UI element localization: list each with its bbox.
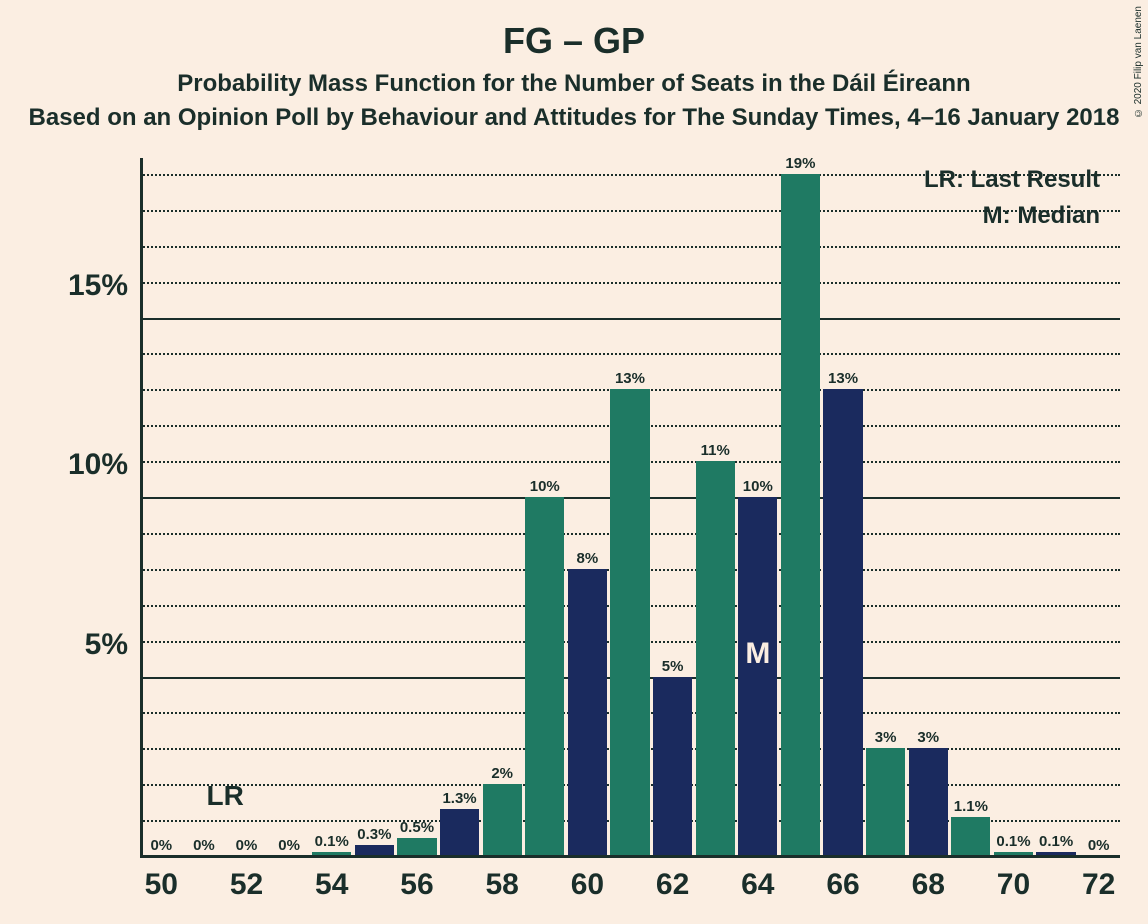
- gridline-minor: [140, 353, 1120, 355]
- gridline-minor: [140, 282, 1120, 284]
- chart-subtitle-1: Probability Mass Function for the Number…: [0, 70, 1148, 98]
- bar-value-label: 3%: [917, 729, 939, 746]
- bar-value-label: 0%: [150, 837, 172, 854]
- legend-m: M: Median: [924, 198, 1100, 234]
- bar-value-label: 0.1%: [315, 833, 349, 850]
- bar-value-label: 2%: [491, 765, 513, 782]
- bar-value-label: 10%: [743, 478, 773, 495]
- bar-value-label: 0%: [193, 837, 215, 854]
- gridline-minor: [140, 210, 1120, 212]
- bar: 11%: [696, 461, 735, 856]
- bar-value-label: 0%: [1088, 837, 1110, 854]
- bar: 1.3%: [440, 809, 479, 856]
- bar-value-label: 0.1%: [996, 833, 1030, 850]
- x-axis-label: 70: [997, 868, 1030, 902]
- median-marker: M: [745, 637, 770, 671]
- bar: 13%: [823, 389, 862, 856]
- bar: 1.1%: [951, 817, 990, 856]
- bar-value-label: 0%: [278, 837, 300, 854]
- chart-title: FG – GP: [0, 20, 1148, 62]
- bar: 2%: [483, 784, 522, 856]
- bar: 8%: [568, 569, 607, 856]
- copyright-text: © 2020 Filip van Laenen: [1133, 6, 1144, 118]
- legend-lr: LR: Last Result: [924, 162, 1100, 198]
- x-axis-label: 72: [1082, 868, 1115, 902]
- x-axis-label: 62: [656, 868, 689, 902]
- x-axis-label: 56: [400, 868, 433, 902]
- bar-value-label: 0.5%: [400, 819, 434, 836]
- bar-value-label: 13%: [615, 370, 645, 387]
- legend: LR: Last Result M: Median: [924, 162, 1100, 234]
- lr-marker: LR: [207, 780, 244, 812]
- bar: 0.5%: [397, 838, 436, 856]
- bar-value-label: 0.3%: [357, 826, 391, 843]
- bar-value-label: 11%: [701, 442, 730, 459]
- bar-value-label: 19%: [785, 155, 815, 172]
- x-axis-label: 50: [145, 868, 178, 902]
- bar: 10%: [525, 497, 564, 856]
- gridline-minor: [140, 246, 1120, 248]
- x-axis-label: 68: [912, 868, 945, 902]
- bar-value-label: 1.3%: [442, 790, 476, 807]
- bar-value-label: 1.1%: [954, 798, 988, 815]
- bar: 10%: [738, 497, 777, 856]
- chart-area: LR: Last Result M: Median 5% 10% 15% 50 52 54…: [0, 158, 1148, 924]
- x-axis-label: 60: [571, 868, 604, 902]
- bar-value-label: 3%: [875, 729, 897, 746]
- gridline-major: [140, 318, 1120, 320]
- x-axis-label: 54: [315, 868, 348, 902]
- x-axis-label: 66: [826, 868, 859, 902]
- bar-value-label: 8%: [577, 550, 599, 567]
- bar-value-label: 0.1%: [1039, 833, 1073, 850]
- bar: 13%: [610, 389, 649, 856]
- x-axis-label: 58: [485, 868, 518, 902]
- bar: 3%: [866, 748, 905, 856]
- bar-value-label: 13%: [828, 370, 858, 387]
- bar: 5%: [653, 677, 692, 856]
- plot-area: LR: Last Result M: Median 5%10%15%505254…: [140, 158, 1120, 858]
- y-axis-label: 5%: [85, 628, 128, 662]
- gridline-minor: [140, 174, 1120, 176]
- x-axis: [140, 855, 1120, 858]
- bar: 19%: [781, 174, 820, 856]
- y-axis: [140, 158, 143, 858]
- x-axis-label: 52: [230, 868, 263, 902]
- bar: 3%: [909, 748, 948, 856]
- bar-value-label: 10%: [530, 478, 560, 495]
- bar-value-label: 5%: [662, 658, 684, 675]
- y-axis-label: 15%: [68, 269, 128, 303]
- y-axis-label: 10%: [68, 448, 128, 482]
- chart-subtitle-2: Based on an Opinion Poll by Behaviour an…: [0, 104, 1148, 132]
- x-axis-label: 64: [741, 868, 774, 902]
- bar-value-label: 0%: [236, 837, 258, 854]
